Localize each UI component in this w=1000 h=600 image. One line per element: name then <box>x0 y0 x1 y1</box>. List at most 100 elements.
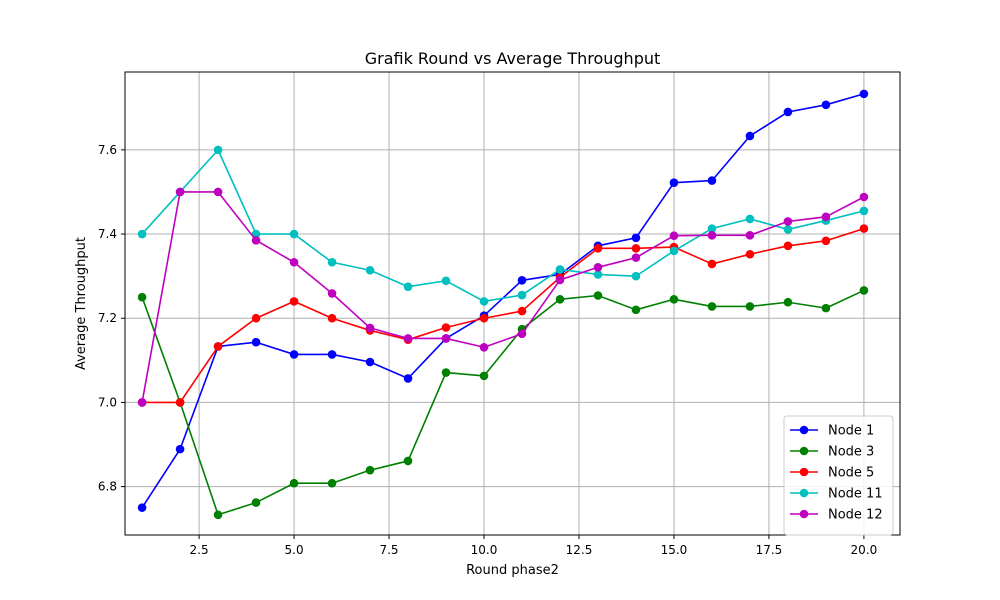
data-point-node-3 <box>783 297 793 307</box>
legend-label: Node 1 <box>828 424 874 439</box>
series-line-node-1 <box>141 93 865 509</box>
y-tick-label: 6.8 <box>98 480 117 494</box>
legend-item: Node 1 <box>790 424 874 439</box>
legend-marker <box>799 446 809 456</box>
data-point-node-1 <box>669 178 679 187</box>
x-tick-label: 2.5 <box>190 543 209 557</box>
legend-item: Node 11 <box>790 487 883 502</box>
x-tick-label: 15.0 <box>661 543 688 557</box>
data-point-node-1 <box>403 374 413 383</box>
series-line-node-3 <box>141 289 865 516</box>
data-point-node-5 <box>707 259 717 269</box>
data-point-node-1 <box>631 233 641 243</box>
x-tick-label: 7.5 <box>379 543 398 557</box>
legend-marker <box>799 488 809 498</box>
data-point-node-12 <box>821 212 831 222</box>
legend-box <box>783 415 894 536</box>
data-point-node-3 <box>593 291 603 300</box>
data-point-node-1 <box>327 350 337 359</box>
data-point-node-12 <box>289 257 299 267</box>
data-point-node-12 <box>365 323 375 333</box>
data-point-node-11 <box>555 265 565 274</box>
data-point-node-5 <box>859 224 869 233</box>
legend-item: Node 3 <box>790 445 874 460</box>
legend-label: Node 5 <box>828 466 874 481</box>
data-point-node-11 <box>365 265 375 275</box>
data-point-node-12 <box>783 217 793 226</box>
x-tick-label: 5.0 <box>285 543 304 557</box>
legend-marker <box>799 467 809 477</box>
data-point-node-5 <box>289 297 299 306</box>
data-point-node-1 <box>175 444 185 454</box>
legend-label: Node 3 <box>828 445 874 460</box>
y-axis-label: Average Throughput <box>74 237 89 370</box>
data-point-node-12 <box>213 187 223 197</box>
data-point-node-12 <box>745 231 755 240</box>
data-point-node-3 <box>289 478 299 488</box>
data-point-node-11 <box>783 225 793 234</box>
data-point-node-12 <box>593 263 603 272</box>
data-point-node-1 <box>251 337 261 347</box>
data-point-node-12 <box>669 231 679 241</box>
data-point-node-3 <box>441 368 451 377</box>
data-point-node-3 <box>365 465 375 475</box>
data-point-node-3 <box>137 292 147 302</box>
data-point-node-5 <box>327 313 337 323</box>
data-point-node-12 <box>137 398 147 407</box>
data-point-node-5 <box>745 249 755 259</box>
data-point-node-12 <box>707 231 717 240</box>
data-point-node-11 <box>251 229 261 239</box>
data-point-node-12 <box>555 275 565 285</box>
series-node-11 <box>137 145 869 306</box>
data-point-node-12 <box>251 236 261 245</box>
y-axis-ticks: 6.8 7.0 7.2 7.4 7.6 <box>98 143 125 494</box>
data-point-node-1 <box>289 350 299 359</box>
data-point-node-3 <box>327 478 337 488</box>
data-point-node-12 <box>327 289 337 298</box>
data-point-node-12 <box>441 334 451 343</box>
data-point-node-11 <box>669 246 679 256</box>
series-node-12 <box>137 187 869 407</box>
plot-frame <box>124 71 901 536</box>
data-point-node-11 <box>441 276 451 286</box>
legend-marker <box>799 425 809 435</box>
y-tick-label: 7.2 <box>98 311 117 325</box>
data-point-node-5 <box>631 244 641 253</box>
data-point-node-11 <box>403 282 413 291</box>
data-point-node-11 <box>479 297 489 306</box>
data-point-node-5 <box>783 241 793 251</box>
data-point-node-11 <box>859 206 869 216</box>
y-tick-label: 7.6 <box>98 143 117 157</box>
data-point-node-5 <box>821 236 831 246</box>
data-point-node-5 <box>517 306 527 316</box>
data-point-node-11 <box>327 257 337 267</box>
series-node-1 <box>137 89 869 512</box>
x-tick-label: 17.5 <box>756 543 783 557</box>
legend-item: Node 5 <box>790 466 874 481</box>
data-point-node-3 <box>403 456 413 466</box>
legend-item: Node 12 <box>790 508 883 523</box>
data-point-node-5 <box>213 342 223 351</box>
data-point-node-11 <box>213 145 223 155</box>
data-point-node-1 <box>707 176 717 185</box>
series-node-5 <box>137 224 869 407</box>
data-point-node-1 <box>821 100 831 110</box>
data-point-node-3 <box>631 305 641 315</box>
x-tick-label: 12.5 <box>566 543 593 557</box>
data-point-node-3 <box>669 294 679 304</box>
legend: Node 1 Node 3 Node 5 Node 11 Node 12 <box>783 415 894 536</box>
data-point-node-1 <box>365 357 375 367</box>
data-point-node-5 <box>175 398 185 407</box>
chart-title: Grafik Round vs Average Throughput <box>365 49 661 68</box>
series-line-node-12 <box>141 191 865 403</box>
data-point-node-1 <box>783 107 793 117</box>
data-point-node-3 <box>479 371 489 381</box>
x-axis-label: Round phase2 <box>466 563 559 578</box>
data-point-node-1 <box>137 503 147 512</box>
data-point-node-11 <box>707 224 717 233</box>
data-point-node-5 <box>593 244 603 253</box>
data-point-node-3 <box>707 302 717 311</box>
data-point-node-11 <box>593 270 603 279</box>
data-point-node-3 <box>555 294 565 304</box>
